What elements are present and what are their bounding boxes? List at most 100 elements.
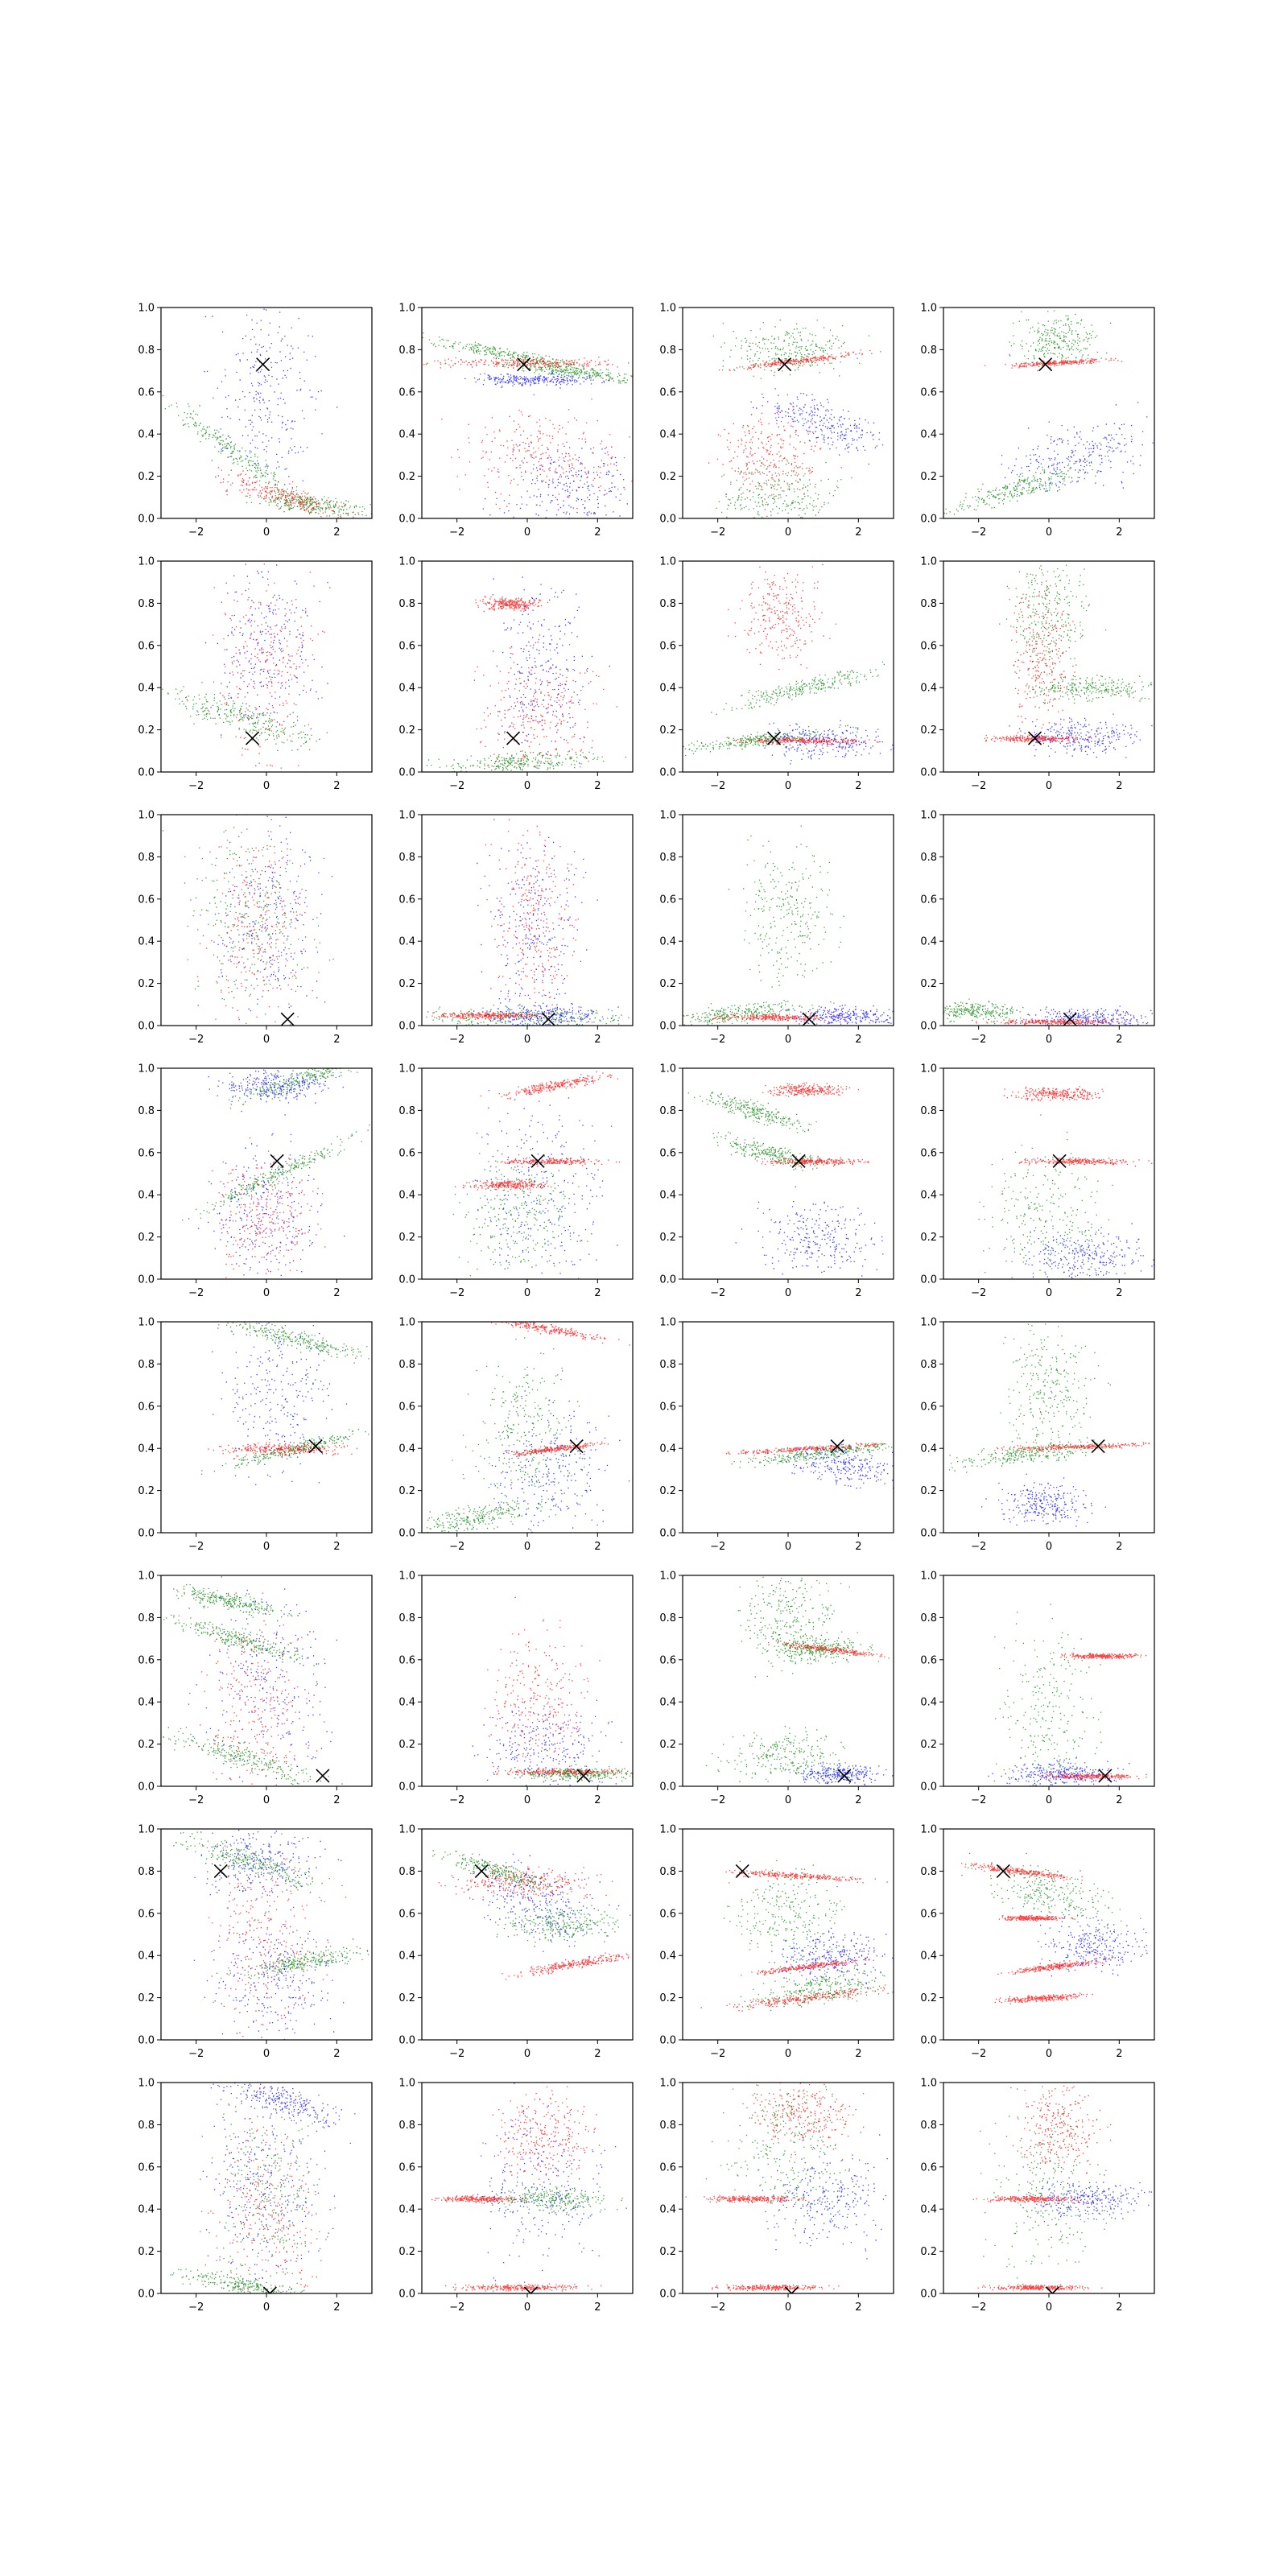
point-cluster-b [784, 1004, 894, 1026]
y-tick-label: 0.2 [659, 1232, 676, 1244]
x-tick-label: 0 [785, 1794, 791, 1806]
x-tick-label: 0 [785, 526, 791, 539]
y-tick-label: 0.6 [920, 1654, 937, 1666]
point-cluster-g [728, 825, 844, 1006]
y-tick-label: 0.0 [659, 1021, 676, 1033]
y-tick-label: 0.8 [920, 1359, 937, 1371]
y-tick-label: 1.0 [138, 556, 155, 568]
point-cluster-r [972, 2194, 1089, 2203]
data-points [182, 1068, 370, 1279]
y-tick-label: 0.8 [398, 1612, 415, 1624]
x-marker [996, 1864, 1010, 1878]
y-tick-label: 0.6 [138, 386, 155, 398]
point-cluster-g [452, 1134, 588, 1279]
y-tick-label: 1.0 [398, 2078, 415, 2090]
x-marker [1038, 357, 1053, 372]
x-tick-label: 0 [524, 526, 530, 539]
x-tick-label: 2 [594, 2048, 601, 2060]
y-tick-label: 0.0 [138, 1781, 155, 1794]
subplot-r8-c3: −2 0 2 0.0 0.2 0.4 0.6 0.8 1.0 [659, 2078, 894, 2314]
y-tick-label: 0.6 [920, 386, 937, 398]
x-tick-label: 2 [1116, 1794, 1122, 1806]
y-tick-label: 0.4 [659, 1697, 676, 1709]
y-tick-label: 0.2 [659, 724, 676, 737]
point-cluster-g [162, 394, 320, 514]
x-tick-label: 0 [524, 1287, 530, 1299]
axes-frame [682, 2082, 894, 2294]
point-cluster-b [1001, 402, 1154, 502]
y-tick-label: 1.0 [138, 810, 155, 822]
data-points [426, 819, 630, 1026]
point-cluster-r [1009, 574, 1078, 739]
y-tick-label: 0.8 [659, 852, 676, 864]
x-tick-label: −2 [449, 1287, 464, 1299]
x-marker [280, 1012, 295, 1026]
x-tick-label: 0 [785, 780, 791, 792]
x-tick-label: 0 [524, 1034, 530, 1046]
y-tick-label: 0.6 [920, 640, 937, 652]
x-tick-label: 2 [1116, 526, 1122, 539]
y-tick-label: 1.0 [138, 1824, 155, 1836]
x-tick-label: 2 [594, 526, 601, 539]
y-tick-label: 0.4 [659, 683, 676, 695]
data-points [426, 576, 627, 772]
x-tick-label: 0 [263, 780, 270, 792]
point-cluster-b [482, 434, 633, 518]
x-tick-label: 0 [263, 1287, 270, 1299]
point-cluster-r [187, 815, 325, 1026]
subplot-r6-c4: −2 0 2 0.0 0.2 0.4 0.6 0.8 1.0 [920, 1571, 1155, 1806]
point-cluster-r [491, 1322, 630, 1346]
point-cluster-r [725, 1869, 888, 1883]
y-tick-label: 0.6 [659, 640, 676, 652]
x-marker [530, 1154, 545, 1168]
y-tick-label: 0.8 [659, 1612, 676, 1624]
point-cluster-g [993, 1604, 1102, 1786]
y-tick-label: 0.2 [920, 2246, 937, 2258]
x-tick-label: 2 [1116, 780, 1122, 792]
subplot-r3-c1: −2 0 2 0.0 0.2 0.4 0.6 0.8 1.0 [138, 810, 373, 1046]
axes-frame [943, 307, 1155, 519]
subplot-r1-c4: −2 0 2 0.0 0.2 0.4 0.6 0.8 1.0 [920, 303, 1155, 539]
data-points [984, 564, 1154, 758]
subplot-r7-c3: −2 0 2 0.0 0.2 0.4 0.6 0.8 1.0 [659, 1824, 894, 2060]
y-tick-label: 0.0 [920, 1781, 937, 1794]
data-points [683, 564, 894, 765]
x-tick-label: −2 [449, 1541, 464, 1553]
y-tick-label: 0.8 [398, 1866, 415, 1878]
axes-frame [421, 307, 634, 519]
x-marker [791, 1154, 806, 1168]
x-tick-label: 0 [1046, 526, 1052, 539]
data-points [432, 1850, 633, 1980]
y-tick-label: 0.2 [398, 978, 415, 990]
x-tick-label: −2 [188, 1287, 204, 1299]
axes-frame [421, 2082, 634, 2294]
y-tick-label: 0.0 [920, 1021, 937, 1033]
data-points [162, 561, 331, 769]
x-tick-label: −2 [449, 780, 464, 792]
y-tick-label: 0.8 [398, 2120, 415, 2132]
y-tick-label: 1.0 [659, 1063, 676, 1075]
point-cluster-g [711, 661, 885, 715]
y-tick-label: 0.8 [138, 1105, 155, 1117]
point-cluster-r [1060, 1653, 1147, 1660]
x-tick-label: −2 [449, 1034, 464, 1046]
axes-frame [160, 307, 373, 519]
data-points [161, 1576, 343, 1785]
y-tick-label: 0.6 [659, 894, 676, 906]
y-tick-label: 1.0 [138, 2078, 155, 2090]
data-points [978, 1086, 1154, 1279]
x-tick-label: 0 [1046, 2301, 1052, 2314]
point-cluster-r [712, 1013, 846, 1023]
y-tick-label: 0.0 [920, 2289, 937, 2301]
axes-frame [943, 1575, 1155, 1787]
point-cluster-g [716, 447, 852, 518]
y-tick-label: 0.4 [398, 1697, 415, 1709]
y-tick-label: 0.8 [659, 2120, 676, 2132]
y-tick-label: 1.0 [398, 1063, 415, 1075]
y-tick-label: 0.8 [138, 1359, 155, 1371]
x-tick-label: 0 [785, 1034, 791, 1046]
y-tick-label: 0.2 [920, 1739, 937, 1751]
point-cluster-b [193, 1896, 354, 2038]
axes-frame [943, 2082, 1155, 2294]
y-tick-label: 0.8 [920, 1105, 937, 1117]
